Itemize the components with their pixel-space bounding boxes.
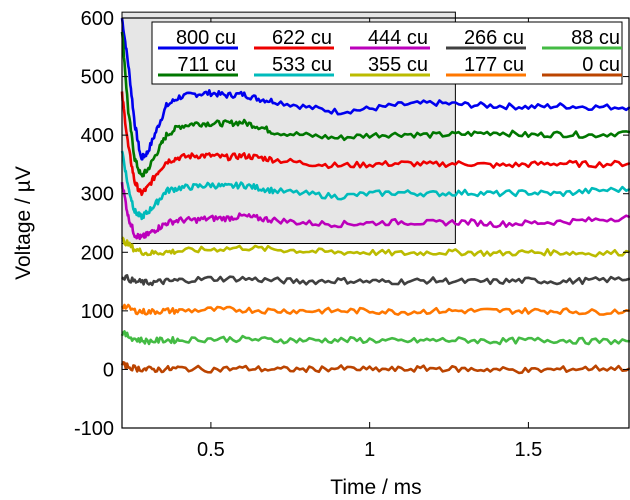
series-line-444-cu	[120, 181, 630, 241]
x-axis-title: Time / ms	[330, 476, 421, 499]
y-tick-label: 600	[81, 8, 114, 30]
axes-frame	[121, 17, 630, 429]
series-layer	[120, 17, 630, 375]
series-line-355-cu	[121, 236, 630, 258]
x-tick-label: 1.5	[514, 439, 542, 461]
legend-label: 355 cu	[368, 54, 428, 76]
y-tick-label: -100	[74, 418, 114, 440]
y-axis-title: Voltage / µV	[12, 166, 35, 280]
y-tick-label: 100	[81, 301, 114, 323]
series-line-88-cu	[120, 330, 630, 346]
legend-label: 266 cu	[464, 27, 524, 49]
legend-label: 88 cu	[571, 27, 620, 49]
legend-label: 444 cu	[368, 27, 428, 49]
y-tick-label: 400	[81, 125, 114, 147]
y-tick-label: 200	[81, 242, 114, 264]
series-line-533-cu	[120, 150, 630, 221]
x-tick-label: 1	[364, 439, 375, 461]
legend-label: 711 cu	[177, 54, 236, 76]
x-tick-label: 0.5	[197, 439, 225, 461]
series-line-711-cu	[120, 31, 630, 178]
legend-label: 177 cu	[464, 54, 524, 76]
series-line-266-cu	[121, 273, 630, 287]
series-line-622-cu	[120, 91, 630, 197]
series-line-177-cu	[120, 303, 630, 316]
legend-label: 533 cu	[272, 54, 332, 76]
y-tick-label: 300	[81, 184, 114, 206]
legend-label: 622 cu	[272, 27, 332, 49]
x-axis: 0.5 1 1.5	[197, 18, 542, 461]
y-tick-label: 0	[103, 359, 114, 381]
legend: 800 cu 622 cu 444 cu 266 cu 88 cu 711 cu 533 c…	[151, 21, 623, 85]
y-tick-label: 500	[81, 67, 114, 89]
legend-label: 800 cu	[176, 27, 236, 49]
y-axis: -100 0 100 200 300 400 500 600	[74, 8, 629, 440]
legend-label: 0 cu	[582, 54, 620, 76]
series-line-800-cu	[120, 17, 630, 161]
series-line-0-cu	[120, 360, 630, 375]
